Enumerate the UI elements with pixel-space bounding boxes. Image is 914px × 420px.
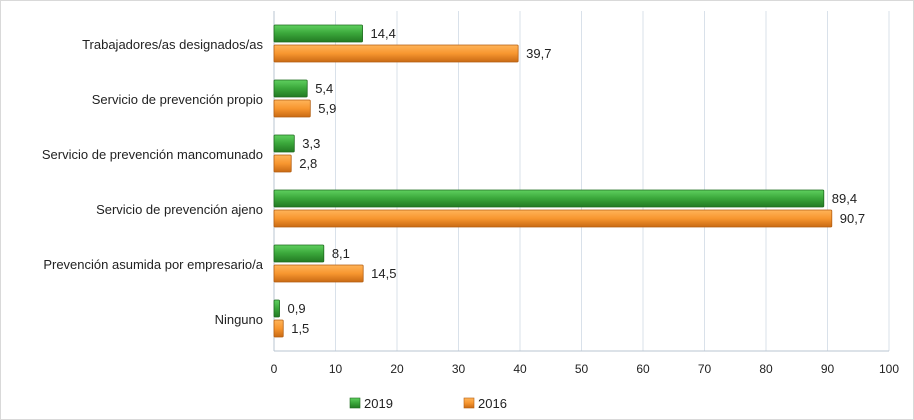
x-tick-label: 60 [636, 362, 650, 376]
data-label: 39,7 [526, 46, 551, 61]
category-label: Ninguno [215, 312, 263, 327]
bar-2016 [273, 154, 292, 173]
data-label: 14,4 [371, 26, 396, 41]
data-label: 5,9 [318, 101, 336, 116]
data-label: 0,9 [288, 301, 306, 316]
data-label: 89,4 [832, 191, 857, 206]
data-label: 5,4 [315, 81, 333, 96]
bar-2016 [273, 99, 311, 118]
x-tick-label: 40 [513, 362, 527, 376]
bar-2016 [273, 264, 364, 283]
bar-2019 [273, 24, 363, 43]
x-tick-label: 30 [452, 362, 466, 376]
bar-2016 [273, 209, 833, 228]
data-label: 2,8 [299, 156, 317, 171]
bar-2019 [273, 134, 295, 153]
x-tick-label: 70 [698, 362, 712, 376]
bar-2019 [273, 189, 825, 208]
bar-2019 [273, 244, 325, 263]
legend-swatch-2016 [463, 397, 475, 409]
x-tick-label: 100 [879, 362, 899, 376]
x-tick-label: 80 [759, 362, 773, 376]
x-tick-label: 10 [329, 362, 343, 376]
bar-2019 [273, 299, 280, 318]
x-tick-label: 20 [390, 362, 404, 376]
data-label: 8,1 [332, 246, 350, 261]
data-label: 90,7 [840, 211, 865, 226]
legend-swatch-2019 [349, 397, 361, 409]
data-label: 14,5 [371, 266, 396, 281]
x-tick-label: 90 [821, 362, 835, 376]
category-label: Servicio de prevención ajeno [96, 202, 263, 217]
legend-label: 2019 [364, 396, 393, 411]
category-label: Servicio de prevención propio [92, 92, 263, 107]
category-label: Servicio de prevención mancomunado [42, 147, 263, 162]
bar-2016 [273, 44, 519, 63]
bar-2016 [273, 319, 284, 338]
data-label: 3,3 [302, 136, 320, 151]
bar-2019 [273, 79, 308, 98]
x-tick-label: 50 [575, 362, 589, 376]
data-label: 1,5 [291, 321, 309, 336]
x-tick-label: 0 [271, 362, 278, 376]
category-label: Trabajadores/as designados/as [82, 37, 263, 52]
legend-label: 2016 [478, 396, 507, 411]
category-label: Prevención asumida por empresario/a [43, 257, 263, 272]
